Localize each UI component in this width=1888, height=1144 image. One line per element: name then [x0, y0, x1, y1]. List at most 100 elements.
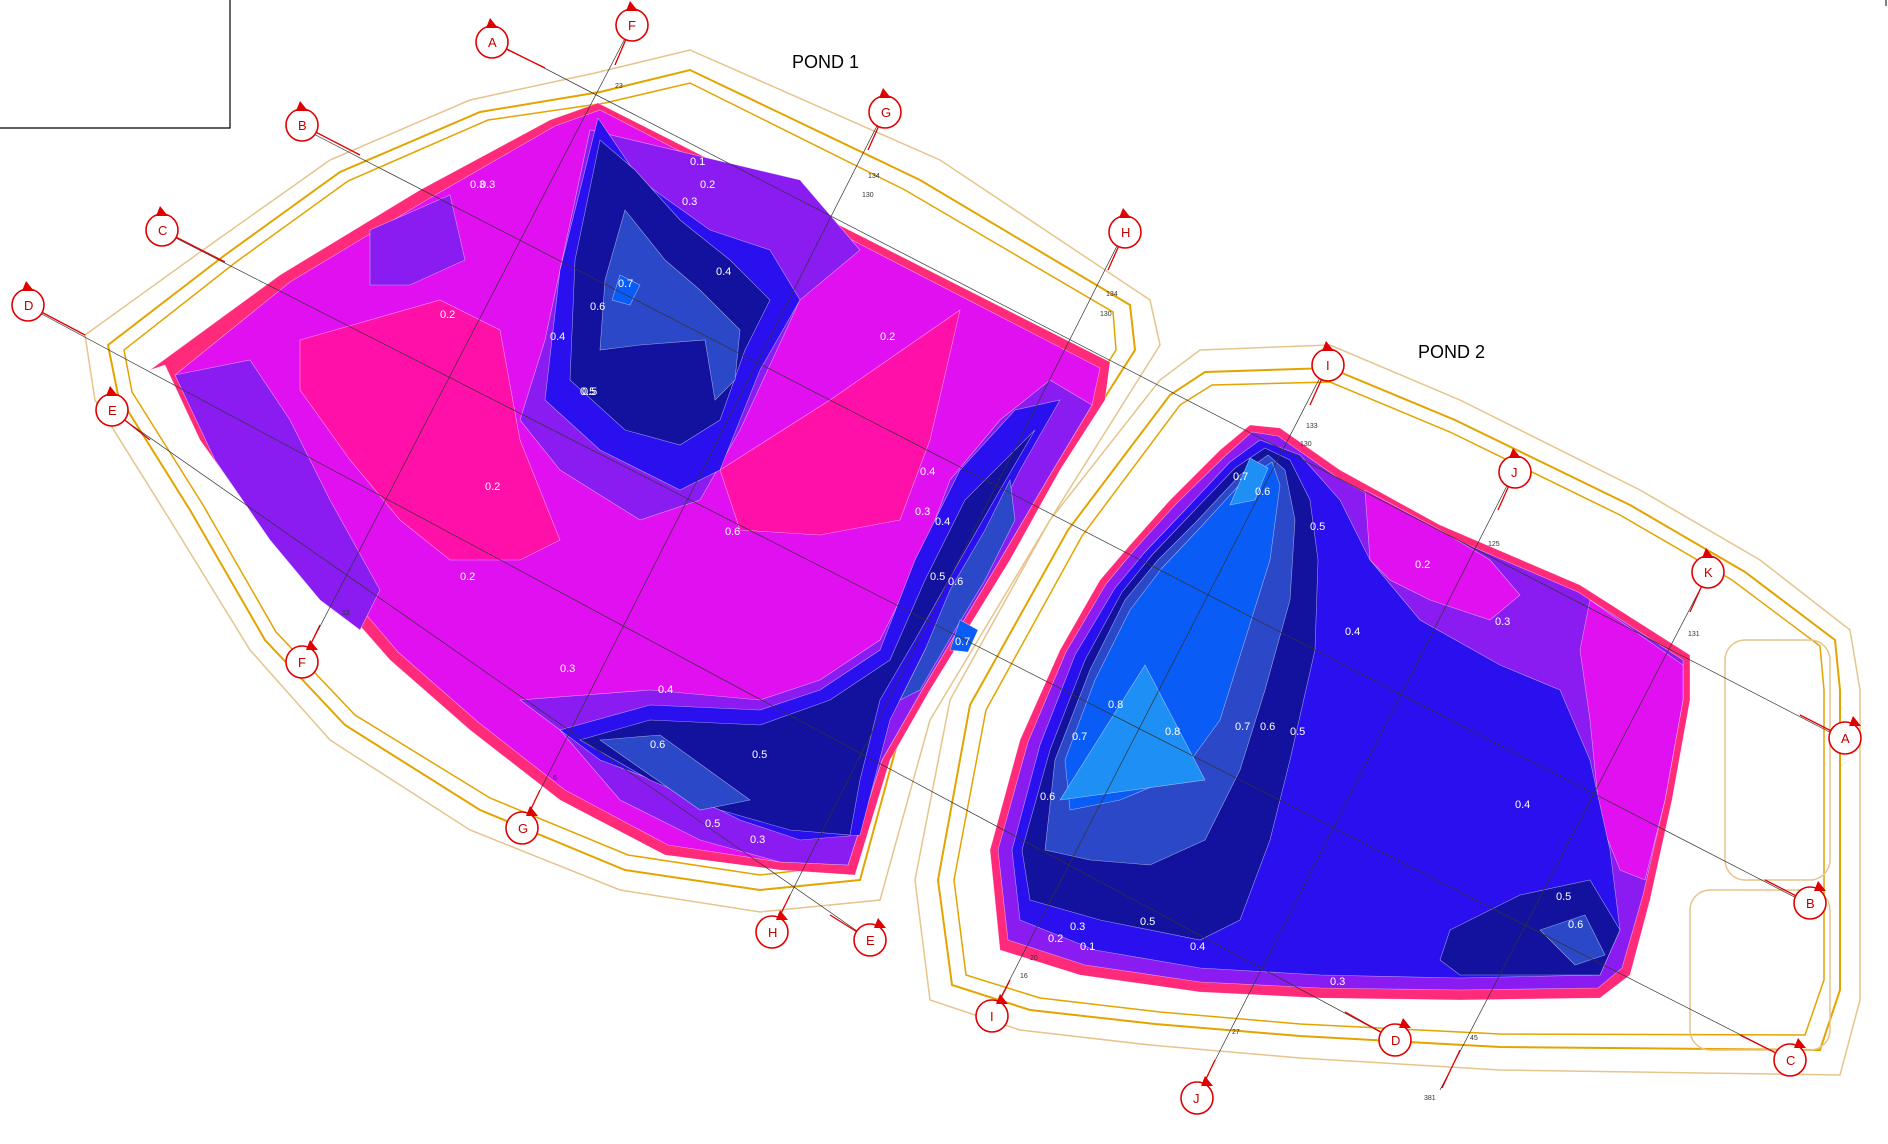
- section-marker-i-top[interactable]: I: [1311, 341, 1345, 382]
- marker-letter: F: [628, 18, 636, 33]
- marker-letter: J: [1511, 465, 1518, 480]
- pond-2-inner-berm: [936, 366, 1841, 1052]
- section-marker-a-bottom[interactable]: A: [1828, 716, 1862, 755]
- pond-2-d03-north-patch: [1364, 489, 1521, 621]
- berm-lines: [84, 49, 1861, 1076]
- pond-2-d09-center: [1059, 664, 1206, 801]
- marker-letter: E: [108, 403, 117, 418]
- pond-2-d07-southeast: [1539, 914, 1606, 966]
- section-line-h: [769, 229, 1126, 936]
- station-label: 134: [868, 173, 880, 180]
- contour-label: 0.7: [1235, 721, 1250, 733]
- section-marker-g-top[interactable]: G: [868, 88, 902, 129]
- marker-circle: [1773, 1043, 1807, 1077]
- contour-label: 0.3: [1495, 616, 1510, 628]
- section-marker-c-bottom[interactable]: C: [1773, 1038, 1807, 1077]
- station-label: 6: [553, 775, 557, 782]
- contour-label: 0.7: [618, 278, 633, 290]
- section-marker-k-top[interactable]: K: [1691, 548, 1725, 589]
- contour-label: 0.6: [1568, 919, 1583, 931]
- station-label: 23: [615, 83, 623, 90]
- contour-label: 0.2: [440, 309, 455, 321]
- leader-k-bottom: [1441, 1049, 1461, 1089]
- pond-1-label: POND 1: [792, 52, 860, 72]
- contour-label: 0.5: [1556, 891, 1571, 903]
- contour-label: 0.4: [920, 466, 935, 478]
- section-marker-d-top[interactable]: D: [11, 281, 45, 322]
- marker-letter: K: [1704, 565, 1713, 580]
- section-marker-g-bottom[interactable]: G: [505, 806, 539, 845]
- section-marker-h-top[interactable]: H: [1108, 208, 1142, 249]
- station-label: 130: [1300, 441, 1312, 448]
- contour-label: 0.7: [1072, 731, 1087, 743]
- marker-flag: [1322, 341, 1334, 351]
- section-marker-a-top[interactable]: A: [475, 18, 509, 59]
- contour-label: 0.2: [1048, 933, 1063, 945]
- grid-lines: [24, 24, 1846, 1101]
- section-marker-j-bottom[interactable]: J: [1180, 1076, 1214, 1115]
- station-label: 134: [1106, 291, 1118, 298]
- station-label: 20: [1030, 955, 1038, 962]
- pond-2-d03-east-patch: [1579, 599, 1684, 881]
- marker-flag: [1702, 548, 1714, 558]
- contour-label: 0.6: [1040, 791, 1055, 803]
- pond-2-label: POND 2: [1418, 342, 1486, 362]
- section-marker-d-bottom[interactable]: D: [1378, 1018, 1412, 1057]
- marker-flag: [1399, 1018, 1411, 1028]
- station-label: 131: [1688, 631, 1700, 638]
- section-marker-b-bottom[interactable]: B: [1793, 881, 1827, 920]
- title-block-frame: [0, 0, 231, 129]
- contour-label: 0.5: [930, 571, 945, 583]
- section-marker-e-bottom[interactable]: E: [853, 918, 887, 957]
- contour-label: 0.8: [1165, 726, 1180, 738]
- section-marker-c-top[interactable]: C: [145, 206, 179, 247]
- marker-flag: [1849, 716, 1861, 726]
- station-label: 130: [1100, 311, 1112, 318]
- contour-label: 0.4: [1515, 799, 1530, 811]
- marker-circle: [853, 923, 887, 957]
- station-label: 130: [862, 192, 874, 199]
- station-labels: 23 134 130 134 130 133 130 125 131 45 27…: [342, 83, 1700, 1102]
- marker-circle: [1180, 1081, 1214, 1115]
- marker-circle: [975, 999, 1009, 1033]
- marker-flag: [156, 206, 168, 216]
- contour-label: 0.6: [650, 739, 665, 751]
- pond-1-shallow-zone-center: [299, 299, 561, 561]
- section-marker-h-bottom[interactable]: H: [755, 910, 789, 949]
- section-marker-j-top[interactable]: J: [1498, 448, 1532, 489]
- pond-2-inner-berm-2: [953, 381, 1825, 1036]
- marker-flag: [874, 918, 886, 928]
- section-marker-e-top[interactable]: E: [95, 386, 129, 427]
- pond-1-contour-labels: 0.1 0.2 0.3 0.4 0.5 0.6 0.7 0.2 0.3 0.4 …: [440, 156, 970, 846]
- pond-1-d04-north: [369, 194, 466, 286]
- contour-label: 0.1: [690, 156, 705, 168]
- contour-label: 0.3: [470, 179, 485, 191]
- section-marker-b-top[interactable]: B: [285, 101, 319, 142]
- section-markers: A B C D E F G: [11, 1, 1862, 1115]
- marker-circle: [505, 811, 539, 845]
- contour-label: 0.3: [1330, 976, 1345, 988]
- station-label: 45: [1470, 1035, 1478, 1042]
- pond-1-shallow-zone-east: [719, 309, 961, 536]
- contour-label: 0.3: [1070, 921, 1085, 933]
- section-marker-f-top[interactable]: F: [615, 1, 649, 42]
- contour-label: 0.1: [1080, 941, 1095, 953]
- marker-flag: [296, 101, 308, 111]
- pond-2-d09-north: [1229, 457, 1269, 506]
- marker-circle: [285, 645, 319, 679]
- section-marker-i-bottom[interactable]: I: [975, 994, 1009, 1033]
- pond-1-d07-south-patch: [599, 734, 751, 811]
- section-marker-f-bottom[interactable]: F: [285, 640, 319, 679]
- contour-label: 0.5: [752, 749, 767, 761]
- pond-1-d07-east-band: [899, 478, 1016, 701]
- section-line-a: [489, 39, 1846, 741]
- contour-label: 0.7: [955, 636, 970, 648]
- marker-circle: [1378, 1023, 1412, 1057]
- contour-label: 0.2: [880, 331, 895, 343]
- section-line-i: [989, 361, 1329, 1019]
- pond-1-d07-core: [599, 209, 741, 401]
- marker-flag: [776, 910, 788, 920]
- marker-letter: D: [1391, 1033, 1400, 1048]
- contour-label: 0.6: [1255, 486, 1270, 498]
